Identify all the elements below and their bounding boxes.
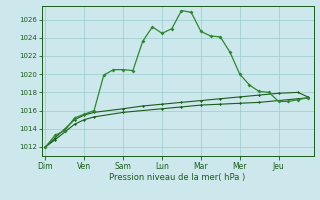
X-axis label: Pression niveau de la mer( hPa ): Pression niveau de la mer( hPa ) [109,173,246,182]
